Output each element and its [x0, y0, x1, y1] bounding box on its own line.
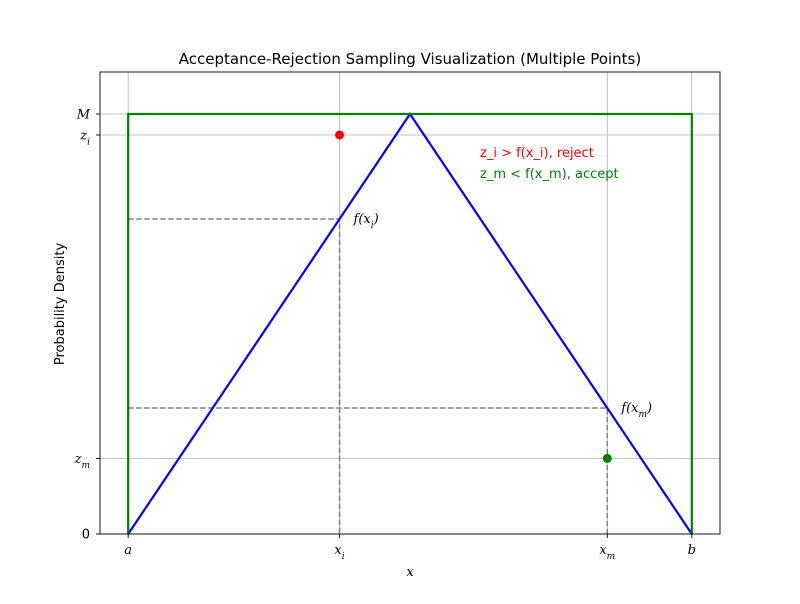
- accepted-point: [602, 453, 612, 463]
- guide-line: [128, 407, 609, 534]
- y-tick-label: 0: [82, 528, 90, 543]
- legend-notes: z_i > f(x_i), reject z_m < f(x_m), accept: [480, 146, 619, 182]
- axes-frame: [99, 71, 721, 535]
- y-tick-label: zm: [74, 452, 90, 471]
- chart-title: Acceptance-Rejection Sampling Visualizat…: [179, 50, 641, 68]
- x-axis-label: x: [406, 565, 414, 580]
- annotation-fxi: f(xi): [353, 212, 379, 231]
- x-tick-label: b: [688, 543, 696, 558]
- y-tick-label: M: [76, 108, 91, 123]
- y-tick-label: zi: [79, 129, 90, 148]
- rejected-point: [335, 130, 345, 140]
- accept-note: z_m < f(x_m), accept: [480, 167, 619, 182]
- y-ticks: 0 zm zi M: [74, 108, 100, 543]
- x-ticks: a xi xm b: [124, 534, 696, 562]
- envelope-line: [127, 112, 693, 534]
- x-tick-label: a: [124, 543, 132, 558]
- reject-note: z_i > f(x_i), reject: [480, 146, 594, 161]
- plot-area: a xi xm b 0 zm zi Mf(xi) f(xm) z_i > f(x_i), reje…: [74, 71, 721, 562]
- y-axis-label: Probability Density: [53, 243, 68, 366]
- x-tick-label: xm: [599, 543, 615, 562]
- annotation-fxm: f(xm): [620, 401, 652, 420]
- axes-spines: [99, 71, 721, 535]
- x-tick-label: xi: [334, 543, 344, 562]
